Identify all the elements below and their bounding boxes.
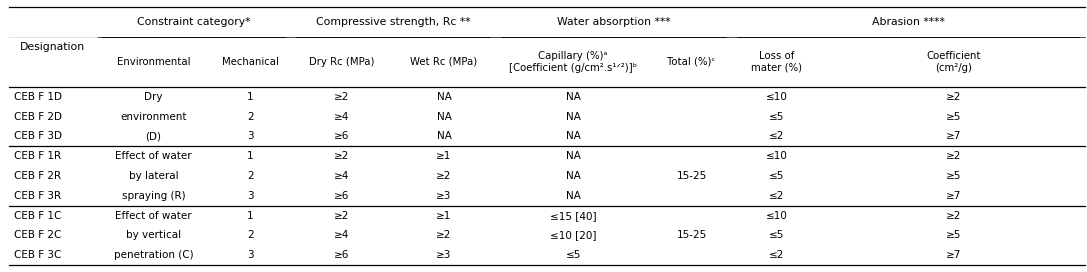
Text: NA: NA	[565, 131, 580, 141]
Text: ≥2: ≥2	[334, 211, 349, 221]
Text: ≤15 [40]: ≤15 [40]	[550, 211, 597, 221]
Text: Total (%)ᶜ: Total (%)ᶜ	[667, 57, 715, 67]
Text: ≥2: ≥2	[334, 151, 349, 161]
Text: ≥6: ≥6	[334, 191, 349, 201]
Text: ≤2: ≤2	[770, 191, 785, 201]
Text: 1: 1	[247, 151, 253, 161]
Text: 1: 1	[247, 211, 253, 221]
Text: ≥2: ≥2	[436, 171, 452, 181]
Text: Dry Rc (MPa): Dry Rc (MPa)	[309, 57, 375, 67]
Text: ≥2: ≥2	[946, 92, 961, 102]
Text: ≥4: ≥4	[334, 171, 349, 181]
Text: 2: 2	[247, 171, 253, 181]
Text: Effect of water: Effect of water	[115, 151, 191, 161]
Text: Effect of water: Effect of water	[115, 211, 191, 221]
Text: Mechanical: Mechanical	[222, 57, 278, 67]
Text: Loss of
mater (%): Loss of mater (%)	[751, 51, 802, 73]
Text: ≥3: ≥3	[436, 250, 452, 260]
Text: Abrasion ****: Abrasion ****	[872, 17, 945, 27]
Text: penetration (C): penetration (C)	[114, 250, 193, 260]
Text: environment: environment	[121, 112, 187, 122]
Text: ≥2: ≥2	[946, 151, 961, 161]
Text: 2: 2	[247, 230, 253, 240]
Text: CEB F 2R: CEB F 2R	[14, 171, 61, 181]
Text: ≤5: ≤5	[770, 230, 785, 240]
Text: Wet Rc (MPa): Wet Rc (MPa)	[411, 57, 477, 67]
Text: ≥5: ≥5	[946, 112, 961, 122]
Text: ≥2: ≥2	[334, 92, 349, 102]
Text: NA: NA	[437, 112, 451, 122]
Text: Dry: Dry	[145, 92, 163, 102]
Text: ≤2: ≤2	[770, 131, 785, 141]
Text: ≥6: ≥6	[334, 131, 349, 141]
Text: by vertical: by vertical	[126, 230, 182, 240]
Text: spraying (R): spraying (R)	[122, 191, 185, 201]
Text: ≥7: ≥7	[946, 191, 961, 201]
Text: ≥6: ≥6	[334, 250, 349, 260]
Text: Capillary (%)ᵃ
[Coefficient (g/cm².s¹ᐟ²)]ᵇ: Capillary (%)ᵃ [Coefficient (g/cm².s¹ᐟ²)…	[509, 51, 637, 73]
Text: ≥1: ≥1	[436, 211, 452, 221]
Text: ≥2: ≥2	[436, 230, 452, 240]
Text: ≥2: ≥2	[946, 211, 961, 221]
Text: CEB F 3C: CEB F 3C	[14, 250, 62, 260]
Text: by lateral: by lateral	[128, 171, 178, 181]
Text: ≥1: ≥1	[436, 151, 452, 161]
Text: 15-25: 15-25	[676, 171, 707, 181]
Text: Compressive strength, Rc **: Compressive strength, Rc **	[315, 17, 471, 27]
Text: Constraint category*: Constraint category*	[137, 17, 250, 27]
Text: ≤10: ≤10	[766, 211, 788, 221]
Text: NA: NA	[565, 151, 580, 161]
Text: 3: 3	[247, 250, 253, 260]
Text: ≥4: ≥4	[334, 230, 349, 240]
Text: CEB F 1C: CEB F 1C	[14, 211, 62, 221]
Text: ≤10: ≤10	[766, 92, 788, 102]
Text: Coefficient
(cm²/g): Coefficient (cm²/g)	[926, 51, 980, 73]
Text: 15-25: 15-25	[676, 230, 707, 240]
Text: ≥3: ≥3	[436, 191, 452, 201]
Text: 3: 3	[247, 131, 253, 141]
Text: CEB F 3D: CEB F 3D	[14, 131, 62, 141]
Text: ≥7: ≥7	[946, 131, 961, 141]
Text: ≤5: ≤5	[770, 112, 785, 122]
Text: NA: NA	[565, 112, 580, 122]
Text: CEB F 2C: CEB F 2C	[14, 230, 62, 240]
Text: ≥4: ≥4	[334, 112, 349, 122]
Text: CEB F 1R: CEB F 1R	[14, 151, 61, 161]
Text: CEB F 1D: CEB F 1D	[14, 92, 62, 102]
Text: ≥5: ≥5	[946, 171, 961, 181]
Text: ≤10: ≤10	[766, 151, 788, 161]
Text: ≤5: ≤5	[565, 250, 580, 260]
Text: CEB F 3R: CEB F 3R	[14, 191, 61, 201]
Text: ≤2: ≤2	[770, 250, 785, 260]
Text: 2: 2	[247, 112, 253, 122]
Text: NA: NA	[437, 131, 451, 141]
Text: 3: 3	[247, 191, 253, 201]
Text: CEB F 2D: CEB F 2D	[14, 112, 62, 122]
Text: NA: NA	[565, 92, 580, 102]
Text: Water absorption ***: Water absorption ***	[557, 17, 671, 27]
Text: ≤10 [20]: ≤10 [20]	[550, 230, 597, 240]
Text: ≥5: ≥5	[946, 230, 961, 240]
Text: NA: NA	[565, 191, 580, 201]
Text: ≤5: ≤5	[770, 171, 785, 181]
Text: Environmental: Environmental	[116, 57, 190, 67]
Text: Designation: Designation	[21, 42, 86, 52]
Text: NA: NA	[565, 171, 580, 181]
Text: NA: NA	[437, 92, 451, 102]
Text: ≥7: ≥7	[946, 250, 961, 260]
Text: 1: 1	[247, 92, 253, 102]
Text: (D): (D)	[146, 131, 162, 141]
